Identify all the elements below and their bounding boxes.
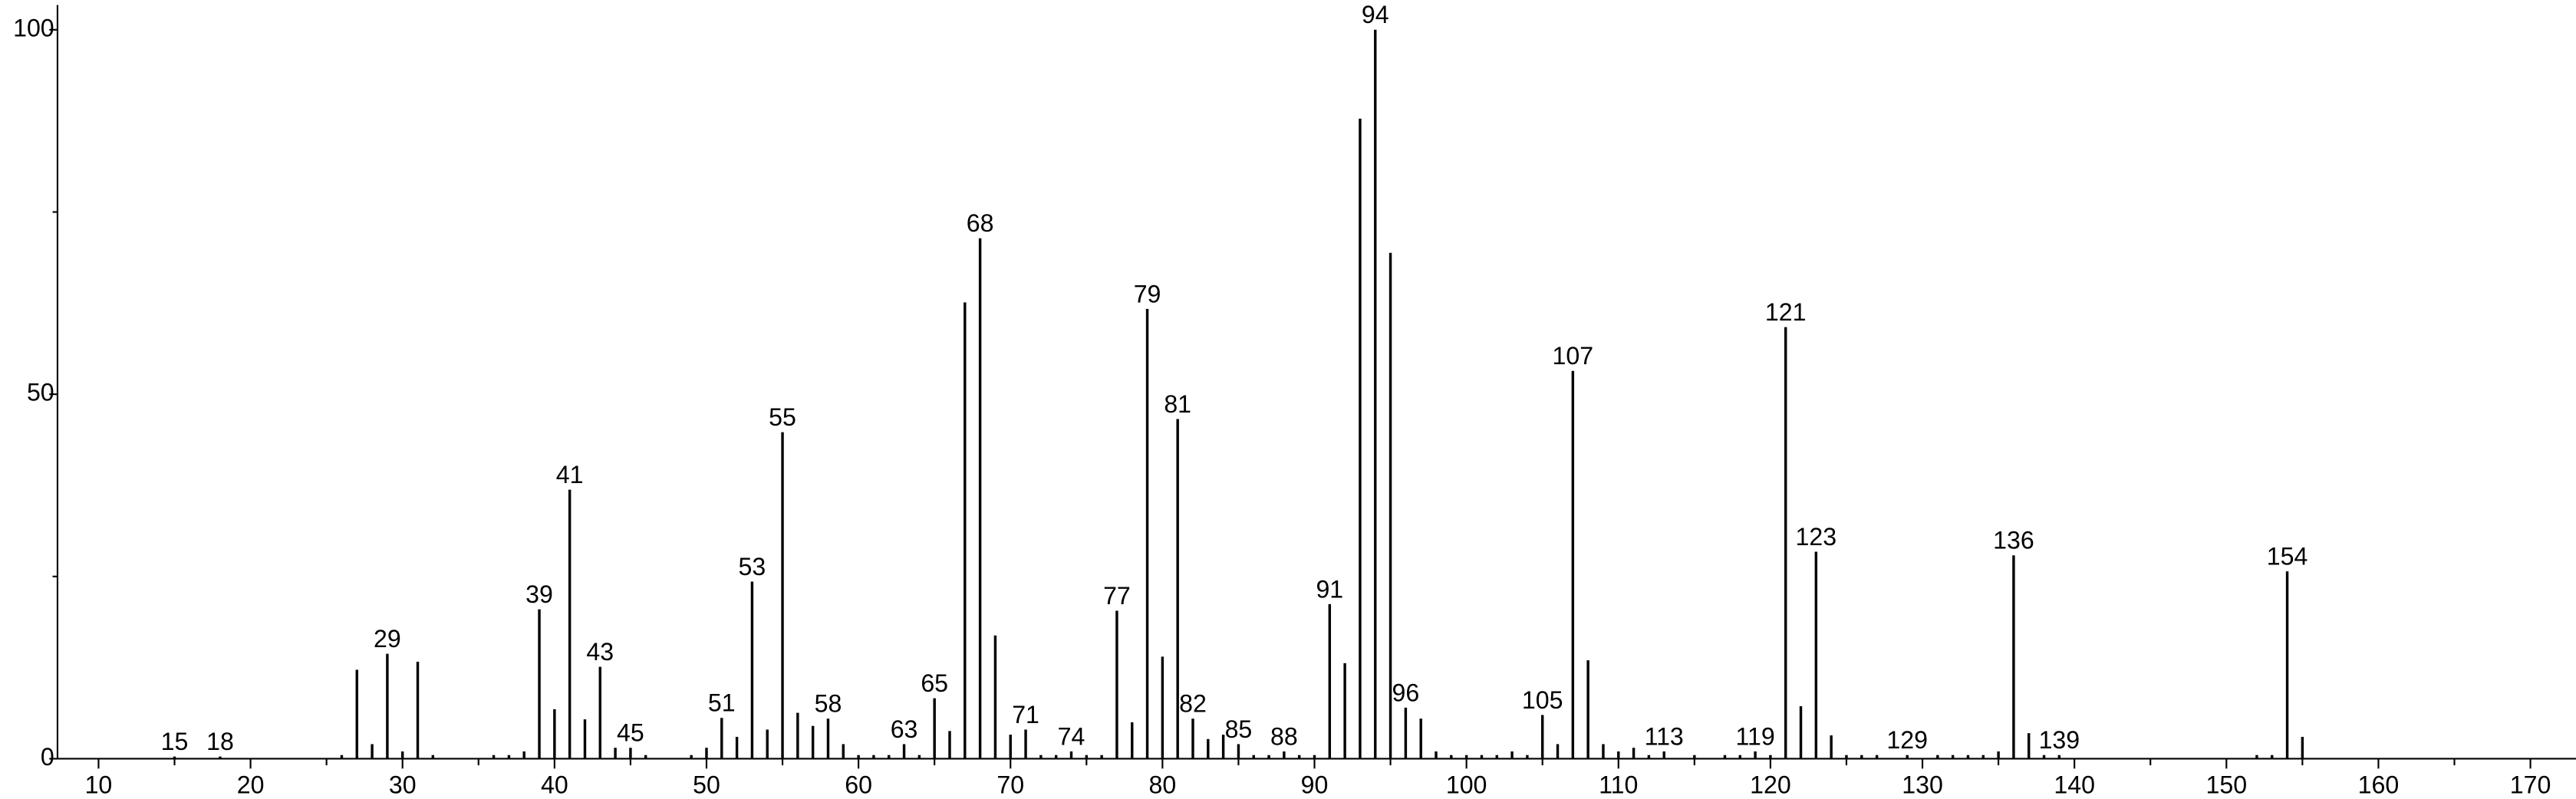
peak-label: 39 [525, 580, 553, 608]
peak-label: 71 [1012, 701, 1039, 728]
peak-label: 91 [1316, 575, 1343, 603]
peak-label: 53 [739, 553, 766, 580]
peak-label: 113 [1645, 722, 1684, 750]
y-tick-label: 100 [13, 14, 54, 41]
x-tick-label: 100 [1446, 771, 1487, 798]
y-tick-label: 50 [27, 379, 54, 406]
peak-label: 139 [2039, 726, 2080, 754]
peak-label: 136 [1993, 527, 2034, 554]
peak-label: 129 [1886, 726, 1928, 754]
peak-label: 18 [206, 728, 234, 755]
x-tick-label: 10 [85, 771, 113, 798]
peak-label: 51 [708, 689, 736, 717]
peak-label: 65 [921, 669, 948, 697]
x-tick-label: 170 [2510, 771, 2551, 798]
peak-label: 105 [1522, 686, 1563, 714]
peak-label: 154 [2267, 543, 2308, 570]
x-tick-label: 160 [2358, 771, 2400, 798]
peak-label: 121 [1765, 298, 1807, 326]
x-tick-label: 110 [1599, 771, 1638, 798]
peak-label: 96 [1392, 679, 1420, 706]
peak-label: 63 [891, 715, 918, 743]
peak-label: 123 [1796, 523, 1837, 551]
peak-label: 119 [1735, 722, 1774, 750]
x-tick-label: 60 [845, 771, 872, 798]
peak-label: 81 [1164, 390, 1191, 418]
x-tick-label: 150 [2206, 771, 2248, 798]
peak-label: 79 [1134, 280, 1161, 307]
peak-label: 55 [769, 403, 796, 431]
peak-label: 68 [967, 209, 994, 237]
x-tick-label: 50 [693, 771, 720, 798]
peak-label: 77 [1103, 582, 1131, 610]
x-tick-label: 130 [1902, 771, 1943, 798]
x-tick-label: 30 [389, 771, 417, 798]
peak-label: 74 [1058, 722, 1085, 750]
peak-label: 85 [1225, 715, 1253, 743]
peak-label: 94 [1362, 1, 1389, 28]
x-tick-label: 40 [541, 771, 568, 798]
peak-label: 107 [1553, 342, 1594, 370]
peak-label: 15 [161, 728, 189, 755]
x-tick-label: 80 [1149, 771, 1177, 798]
peak-label: 45 [617, 719, 644, 747]
peak-label: 29 [374, 625, 401, 653]
peak-label: 43 [586, 638, 614, 666]
x-tick-label: 120 [1750, 771, 1791, 798]
x-tick-label: 90 [1301, 771, 1329, 798]
peak-label: 88 [1270, 722, 1298, 750]
x-tick-label: 140 [2054, 771, 2095, 798]
peak-label: 82 [1179, 690, 1207, 718]
peak-label: 58 [815, 690, 842, 718]
peak-label: 41 [556, 461, 584, 488]
y-tick-label: 0 [41, 743, 54, 771]
x-tick-label: 20 [237, 771, 265, 798]
x-tick-label: 70 [996, 771, 1024, 798]
